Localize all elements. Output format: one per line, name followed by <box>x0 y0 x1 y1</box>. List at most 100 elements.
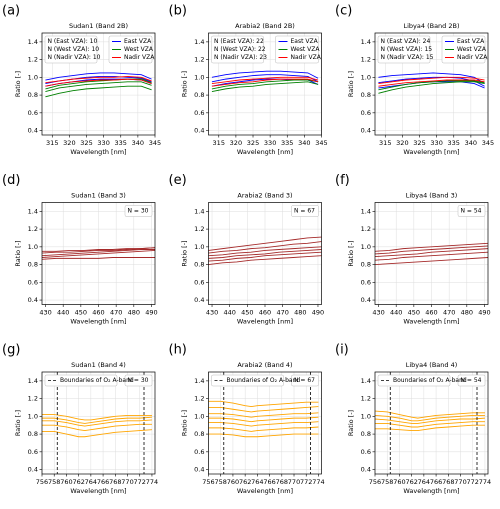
x-tick-label: 440 <box>223 309 235 317</box>
x-tick-label: 340 <box>465 139 477 147</box>
data-line <box>375 242 488 252</box>
data-line <box>42 419 152 427</box>
panel: (d) Sudan1 (Band 3) 0.4 0.6 0.8 1.0 1.2 1.4 430 4… <box>2 173 158 326</box>
y-tick-label: 0.8 <box>361 430 371 438</box>
x-tick-label: 330 <box>97 139 109 147</box>
data-line <box>211 79 319 90</box>
data-line <box>208 412 319 418</box>
x-tick-label: 345 <box>149 139 161 147</box>
y-tick-label: 1.4 <box>361 377 371 385</box>
y-tick-label: 0.6 <box>28 109 38 117</box>
legend-label: West VZA <box>291 46 321 53</box>
x-tick-label: 330 <box>430 139 442 147</box>
y-tick-label: 0.4 <box>194 127 204 135</box>
x-axis-label: Wavelength [nm] <box>70 318 126 326</box>
x-tick-label: 768 <box>442 478 454 486</box>
data-line <box>211 74 319 83</box>
x-tick-label: 772 <box>467 478 479 486</box>
legend-label: Nadir VZA <box>457 54 488 61</box>
x-tick-label: 490 <box>145 309 157 317</box>
x-tick-label: 762 <box>239 478 251 486</box>
x-tick-label: 762 <box>72 478 84 486</box>
panel-title: Arabia2 (Band 4) <box>237 361 292 369</box>
legend-box <box>108 35 153 64</box>
y-tick-label: 1.2 <box>194 56 204 64</box>
x-tick-label: 760 <box>393 478 405 486</box>
y-tick-label: 1.4 <box>28 207 38 215</box>
data-line <box>208 255 322 266</box>
data-line <box>378 76 485 85</box>
y-tick-label: 1.4 <box>28 377 38 385</box>
y-tick-label: 0.8 <box>28 261 38 269</box>
data-line <box>42 416 152 424</box>
panel-title: Arabia2 (Band 3) <box>237 192 292 200</box>
y-tick-label: 1.4 <box>361 207 371 215</box>
y-tick-label: 0.4 <box>28 466 38 474</box>
data-line <box>378 72 485 84</box>
x-tick-label: 460 <box>259 309 271 317</box>
data-line <box>208 241 322 254</box>
data-line <box>208 421 319 427</box>
annotation-box <box>44 35 98 64</box>
annotation-box <box>124 374 153 387</box>
data-line <box>45 78 152 87</box>
x-tick-label: 764 <box>251 478 263 486</box>
x-tick-label: 325 <box>80 139 92 147</box>
y-tick-label: 0.6 <box>28 278 38 286</box>
y-axis-label: Ratio [-] <box>14 240 22 266</box>
data-line <box>42 429 152 438</box>
y-tick-label: 1.0 <box>28 243 38 251</box>
y-tick-label: 0.4 <box>194 296 204 304</box>
data-line <box>211 81 319 92</box>
x-tick-label: 430 <box>372 309 384 317</box>
x-tick-label: 430 <box>39 309 51 317</box>
y-tick-label: 1.4 <box>194 377 204 385</box>
x-tick-label: 758 <box>381 478 393 486</box>
annotation: N (East VZA): 22 <box>214 38 264 45</box>
y-tick-label: 1.4 <box>194 207 204 215</box>
x-axis-label: Wavelength [nm] <box>70 487 126 495</box>
x-tick-label: 320 <box>230 139 242 147</box>
data-line <box>208 416 319 423</box>
y-tick-label: 1.2 <box>28 225 38 233</box>
y-tick-label: 0.8 <box>194 91 204 99</box>
data-line <box>375 410 485 419</box>
legend-label: Nadir VZA <box>124 54 155 61</box>
plot-frame <box>208 32 322 136</box>
y-tick-label: 0.6 <box>361 278 371 286</box>
x-tick-label: 768 <box>276 478 288 486</box>
data-line <box>375 415 485 422</box>
y-tick-label: 1.2 <box>361 225 371 233</box>
data-line <box>211 70 319 79</box>
panel-title: Arabia2 (Band 2B) <box>235 22 295 30</box>
panel: (a) Sudan1 (Band 2B) 0.4 0.6 0.8 1.0 1.2 1.4 315… <box>2 4 161 157</box>
x-tick-label: 345 <box>315 139 327 147</box>
annotation-box <box>457 374 486 387</box>
data-line <box>375 424 485 431</box>
x-tick-label: 330 <box>264 139 276 147</box>
x-tick-label: 490 <box>478 309 490 317</box>
x-tick-label: 758 <box>48 478 60 486</box>
data-line <box>42 247 155 252</box>
annotation: N (West VZA): 22 <box>214 46 266 53</box>
y-axis-label: Ratio [-] <box>181 71 189 97</box>
y-tick-label: 1.2 <box>194 395 204 403</box>
x-tick-label: 450 <box>241 309 253 317</box>
legend-box <box>441 35 486 64</box>
data-line <box>42 423 152 431</box>
panel-title: Sudan1 (Band 3) <box>71 192 126 200</box>
legend-label: Boundaries of O₂ A-band <box>60 377 134 384</box>
annotation: N = 30 <box>128 377 149 384</box>
legend-label: Boundaries of O₂ A-band <box>393 377 467 384</box>
panel-title: Libya4 (Band 3) <box>406 192 458 200</box>
annotation: N = 54 <box>461 208 482 215</box>
panel: (c) Libya4 (Band 2B) 0.4 0.6 0.8 1.0 1.2 1.4 315… <box>335 4 494 157</box>
x-axis-label: Wavelength [nm] <box>403 487 459 495</box>
annotation: N (West VZA): 15 <box>381 46 433 53</box>
annotation-box <box>457 205 486 217</box>
legend-label: Boundaries of O₂ A-band <box>227 377 301 384</box>
x-tick-label: 480 <box>128 309 140 317</box>
x-tick-label: 335 <box>281 139 293 147</box>
data-line <box>45 85 152 98</box>
